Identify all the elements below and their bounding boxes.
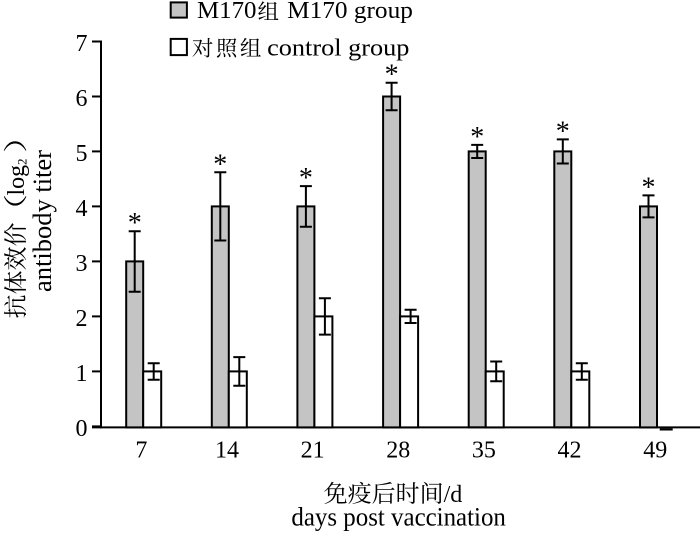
- svg-text:days post vaccination: days post vaccination: [291, 503, 506, 532]
- svg-text:M170 group: M170 group: [287, 0, 413, 24]
- svg-text:control group: control group: [267, 36, 409, 62]
- svg-text:0: 0: [76, 416, 88, 442]
- svg-text:5: 5: [76, 141, 88, 167]
- svg-text:4: 4: [76, 196, 88, 222]
- svg-text:antibody titer: antibody titer: [28, 150, 57, 292]
- svg-text:1: 1: [76, 361, 88, 387]
- svg-text:35: 35: [472, 438, 496, 464]
- svg-text:7: 7: [76, 31, 88, 57]
- svg-text:*: *: [299, 163, 313, 194]
- svg-text:49: 49: [643, 438, 667, 464]
- svg-text:2: 2: [76, 306, 88, 332]
- svg-text:42: 42: [558, 438, 582, 464]
- svg-text:*: *: [556, 116, 570, 147]
- svg-text:M170: M170: [197, 0, 257, 24]
- svg-text:14: 14: [215, 438, 239, 464]
- svg-text:*: *: [213, 149, 227, 180]
- svg-text:3: 3: [76, 251, 88, 277]
- svg-text:6: 6: [76, 86, 88, 112]
- svg-text:21: 21: [301, 438, 325, 464]
- svg-text:7: 7: [135, 438, 147, 464]
- svg-text:*: *: [385, 60, 399, 91]
- svg-text:/d: /d: [444, 482, 463, 508]
- svg-text:28: 28: [386, 438, 410, 464]
- svg-text:2: 2: [15, 159, 30, 166]
- svg-text:*: *: [128, 208, 142, 239]
- svg-text:*: *: [470, 122, 484, 153]
- svg-text:log: log: [4, 165, 30, 196]
- svg-text:*: *: [642, 172, 656, 203]
